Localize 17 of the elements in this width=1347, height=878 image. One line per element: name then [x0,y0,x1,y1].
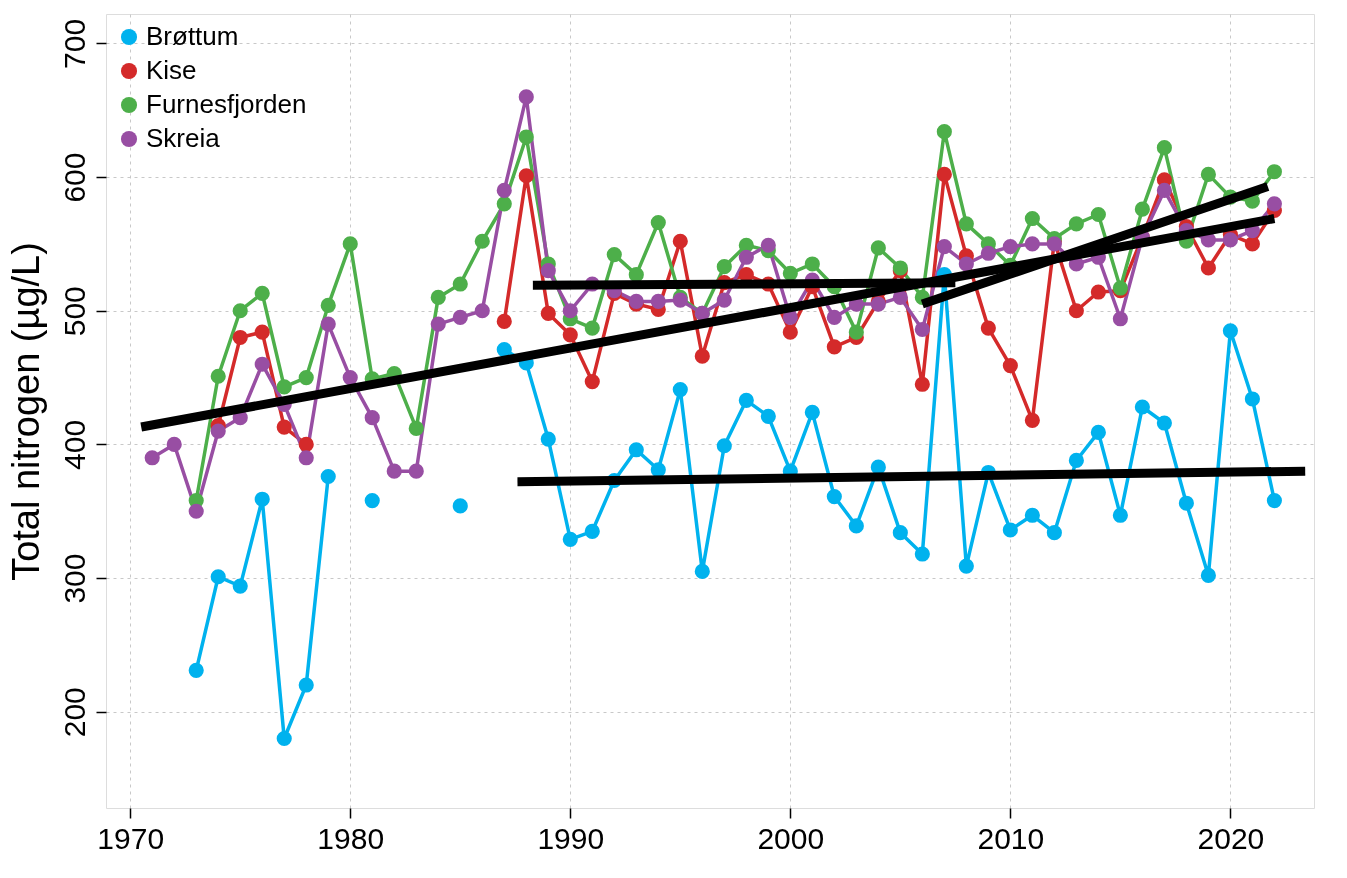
x-tick-label: 2010 [977,821,1045,855]
x-tick-label: 1980 [317,821,385,855]
y-axis-title: Total nitrogen (µg/L) [4,242,47,581]
y-tick-label: 400 [57,419,91,470]
y-tick-label: 700 [57,18,91,69]
legend-label: Furnesfjorden [146,89,307,119]
x-tick-label: 1970 [97,821,165,855]
legend-label: Skreia [146,123,221,153]
x-tick-label: 1990 [537,821,605,855]
y-tick-label: 500 [57,286,91,337]
legend-label: Brøttum [146,21,239,51]
y-tick-label: 200 [57,687,91,738]
x-tick-label: 2020 [1197,821,1265,855]
y-tick-label: 600 [57,152,91,203]
legend-label: Kise [146,55,197,85]
x-tick-label: 2000 [757,821,825,855]
y-tick-label: 300 [57,553,91,604]
